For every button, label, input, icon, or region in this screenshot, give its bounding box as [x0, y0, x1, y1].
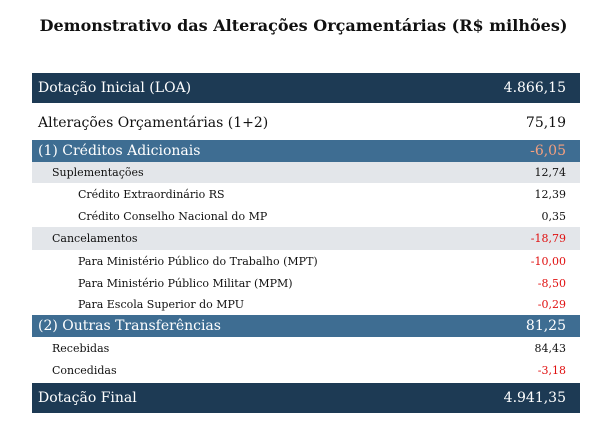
table-row: Recebidas 84,43 [32, 337, 580, 359]
row-label: Suplementações [52, 166, 144, 179]
row-value: -8,50 [537, 276, 566, 290]
row-label: Para Ministério Público Militar (MPM) [78, 276, 293, 290]
row-value: 84,43 [534, 341, 567, 355]
table-row: Dotação Final 4.941,35 [32, 383, 580, 413]
row-value: 0,35 [541, 209, 567, 223]
row-value: 75,19 [525, 115, 566, 131]
row-value: 4.941,35 [503, 390, 566, 406]
row-value: 81,25 [525, 318, 566, 334]
row-value: -3,18 [537, 363, 566, 377]
table-row: Crédito Extraordinário RS 12,39 [32, 183, 580, 205]
row-label: Crédito Conselho Nacional do MP [78, 209, 268, 223]
row-label: Dotação Final [38, 390, 137, 406]
table-row: Para Escola Superior do MPU -0,29 [32, 294, 580, 315]
row-label: Cancelamentos [52, 232, 138, 245]
row-value: -0,29 [537, 298, 566, 311]
title: Demonstrativo das Alterações Orçamentári… [39, 16, 568, 35]
row-label: Crédito Extraordinário RS [78, 187, 225, 201]
table-row: (2) Outras Transferências 81,25 [32, 315, 580, 337]
row-label: Concedidas [52, 363, 117, 377]
row-label: Para Ministério Público do Trabalho (MPT… [78, 254, 318, 268]
row-label: Recebidas [52, 341, 110, 355]
row-value: 4.866,15 [503, 80, 566, 96]
table-row: Concedidas -3,18 [32, 359, 580, 381]
row-label: Alterações Orçamentárias (1+2) [38, 115, 269, 131]
row-value: -10,00 [530, 254, 566, 268]
table-row: Cancelamentos -18,79 [32, 227, 580, 250]
row-value: 12,74 [534, 166, 567, 179]
table-row: Para Ministério Público Militar (MPM) -8,… [32, 272, 580, 294]
table-row: (1) Créditos Adicionais -6,05 [32, 140, 580, 162]
table-row: Suplementações 12,74 [32, 162, 580, 183]
row-label: (2) Outras Transferências [38, 318, 221, 334]
table-row: Dotação Inicial (LOA) 4.866,15 [32, 73, 580, 103]
row-label: Para Escola Superior do MPU [78, 298, 245, 311]
row-value: -6,05 [530, 143, 566, 159]
row-value: -18,79 [530, 232, 566, 245]
row-label: Dotação Inicial (LOA) [38, 80, 192, 96]
table-row: Crédito Conselho Nacional do MP 0,35 [32, 205, 580, 227]
row-label: (1) Créditos Adicionais [38, 143, 201, 159]
row-value: 12,39 [534, 187, 567, 201]
table-row: Alterações Orçamentárias (1+2) 75,19 [32, 108, 580, 138]
table-row: Para Ministério Público do Trabalho (MPT… [32, 250, 580, 272]
